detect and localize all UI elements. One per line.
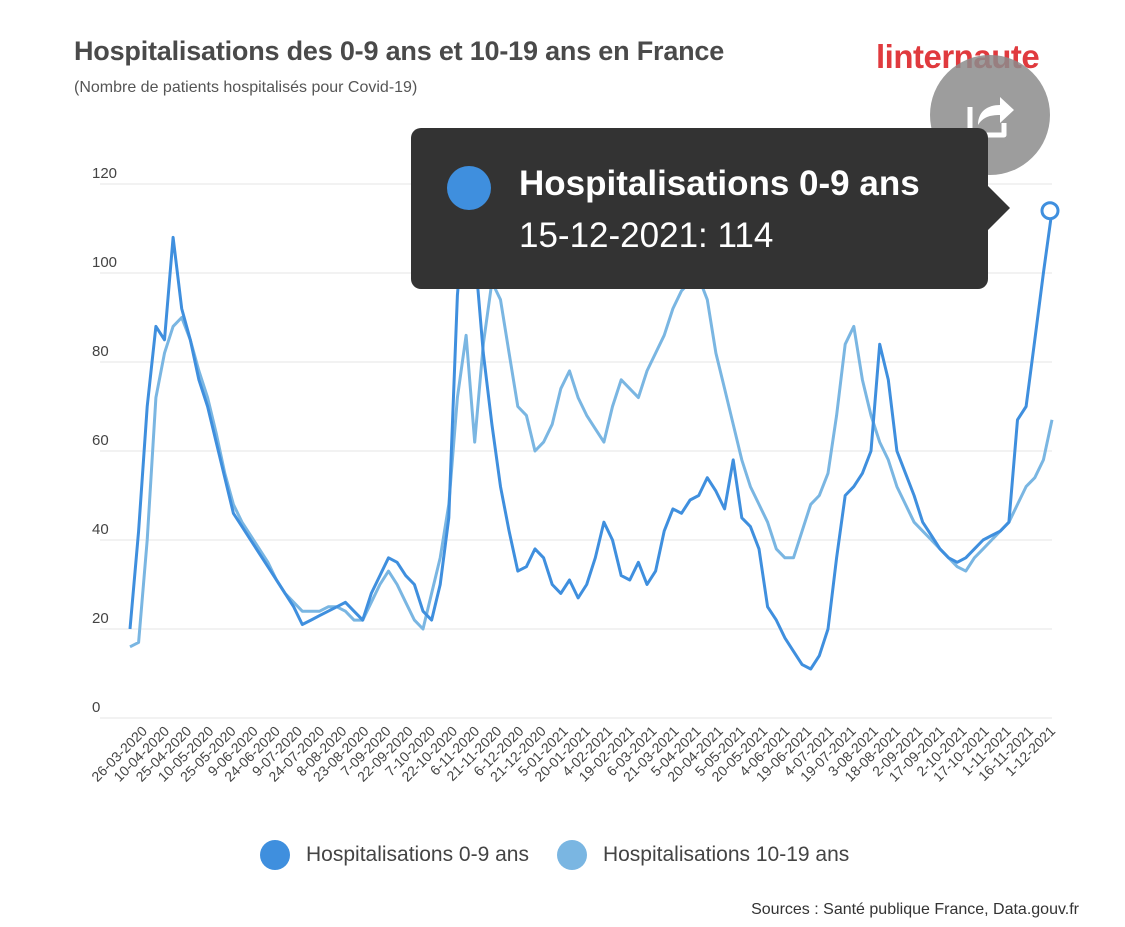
legend: Hospitalisations 0-9 ans Hospitalisation… (260, 840, 877, 870)
tooltip-value: 114 (717, 216, 774, 255)
hover-marker (1040, 201, 1060, 221)
series-line-0-9[interactable] (128, 191, 1054, 671)
tooltip-value-row: 15-12-2021: 114 (519, 216, 774, 255)
legend-label-10-19: Hospitalisations 10-19 ans (602, 843, 850, 866)
y-tick-label: 100 (92, 254, 117, 271)
y-tick-label: 120 (92, 165, 117, 182)
x-axis: 26-03-202010-04-202025-04-202010-05-2020… (88, 723, 1058, 785)
y-tick-label: 60 (92, 432, 109, 449)
source-note: Sources : Santé publique France, Data.go… (751, 901, 1079, 918)
series-line-10-19[interactable] (129, 276, 1054, 649)
legend-item-10-19[interactable]: Hospitalisations 10-19 ans (556, 840, 850, 870)
y-tick-label: 80 (92, 343, 109, 360)
tooltip-date: 15-12-2021 (519, 216, 699, 255)
hover-point[interactable] (1040, 201, 1060, 221)
chart-subtitle: (Nombre de patients hospitalisés pour Co… (74, 79, 418, 96)
tooltip: Hospitalisations 0-9 ans 15-12-2021: 114 (411, 128, 1010, 289)
legend-item-0-9[interactable]: Hospitalisations 0-9 ans (260, 840, 529, 870)
y-tick-label: 40 (92, 521, 109, 538)
y-tick-label: 20 (92, 610, 109, 627)
chart-title: Hospitalisations des 0-9 ans et 10-19 an… (74, 36, 725, 66)
tooltip-series-dot (447, 166, 491, 210)
legend-dot-0-9 (260, 840, 290, 870)
y-axis: 0 20 40 60 80 100 120 (92, 165, 117, 716)
y-tick-label: 0 (92, 699, 100, 716)
chart-series (128, 191, 1054, 671)
tooltip-series-name: Hospitalisations 0-9 ans (519, 164, 920, 203)
legend-label-0-9: Hospitalisations 0-9 ans (306, 843, 529, 866)
legend-dot-10-19 (556, 840, 587, 870)
